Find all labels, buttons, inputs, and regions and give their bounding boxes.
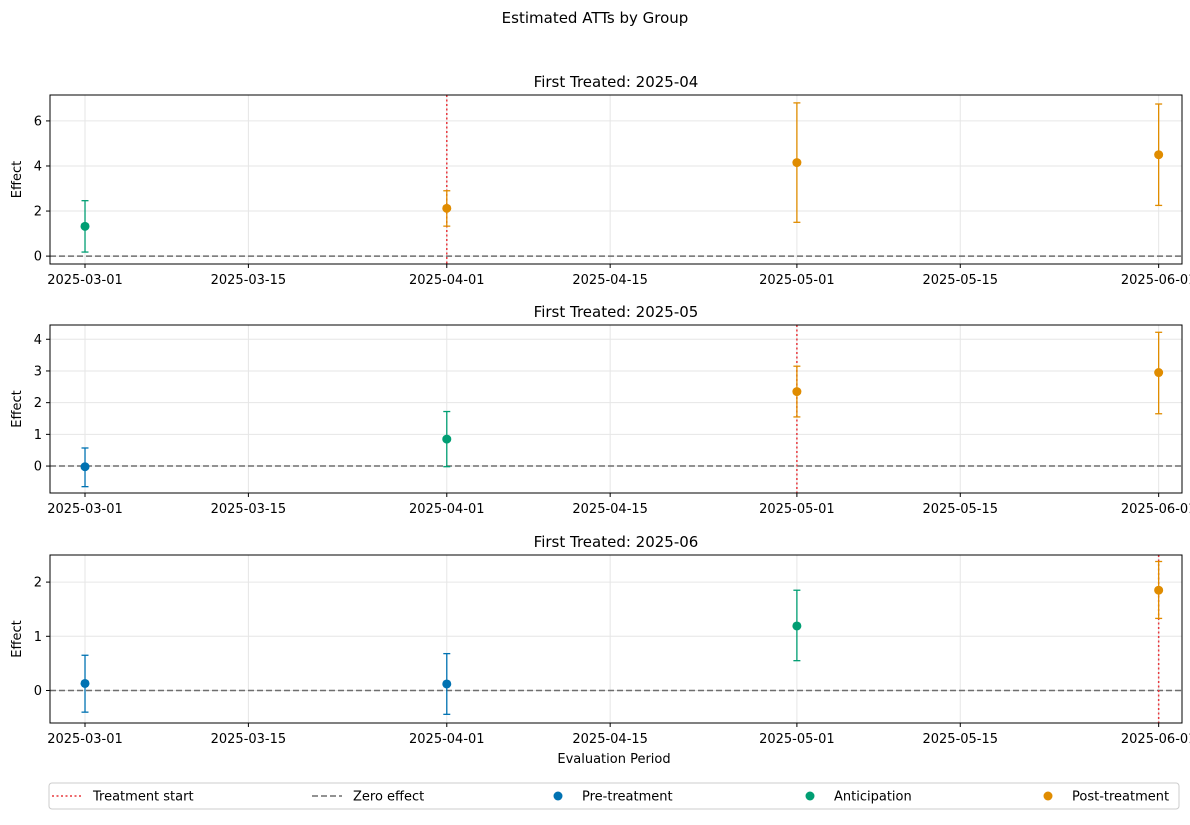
x-tick-label: 2025-05-01	[759, 273, 835, 288]
legend-item-treatment: Treatment start	[52, 790, 194, 805]
y-tick-label: 0	[34, 250, 42, 265]
data-point-post	[1154, 331, 1164, 415]
legend: Treatment start Zero effect Pre-treatment A…	[48, 782, 1180, 810]
x-tick-label: 2025-06-01	[1121, 732, 1190, 747]
panel-1: 2025-03-01 2025-03-15 2025-04-01 2025-04-15…	[10, 73, 1190, 288]
x-tick-label: 2025-06-01	[1121, 273, 1190, 288]
data-point-pre	[80, 654, 90, 713]
y-tick-label: 2	[34, 576, 42, 591]
y-tick-label: 0	[34, 684, 42, 699]
panel-title: First Treated: 2025-04	[534, 73, 699, 91]
x-tick-label: 2025-04-01	[409, 502, 485, 517]
y-axis-label: Effect	[10, 620, 25, 657]
panel-3: 2025-03-01 2025-03-15 2025-04-01 2025-04-15…	[10, 533, 1190, 747]
legend-label: Post-treatment	[1072, 790, 1169, 805]
point-marker	[80, 678, 90, 688]
legend-item-pre: Pre-treatment	[553, 790, 673, 805]
axes-frame	[49, 554, 1183, 724]
data-point-post	[1154, 103, 1164, 207]
x-axis-label: Evaluation Period	[557, 752, 670, 767]
x-tick-label: 2025-05-15	[922, 273, 998, 288]
y-tick-label: 2	[34, 205, 42, 220]
y-axis-label: Effect	[10, 390, 25, 427]
point-marker	[442, 679, 452, 689]
y-tick-label: 1	[34, 428, 42, 443]
x-tick-label: 2025-04-15	[572, 732, 648, 747]
legend-swatch	[805, 791, 815, 801]
point-marker	[792, 158, 802, 168]
y-tick-label: 1	[34, 630, 42, 645]
panel-title: First Treated: 2025-05	[534, 303, 699, 321]
panel-title: First Treated: 2025-06	[534, 533, 699, 551]
x-tick-label: 2025-03-15	[211, 502, 287, 517]
y-axis-label: Effect	[10, 161, 25, 198]
axes-frame	[49, 94, 1183, 265]
point-marker	[792, 387, 802, 397]
y-tick-label: 3	[34, 364, 42, 379]
data-point-post	[792, 102, 802, 223]
point-marker	[792, 621, 802, 631]
legend-label: Pre-treatment	[582, 790, 673, 805]
data-point-pre	[80, 447, 90, 488]
y-tick-label: 6	[34, 114, 42, 129]
point-marker	[1154, 585, 1164, 595]
legend-swatch	[1043, 791, 1053, 801]
y-tick-label: 0	[34, 460, 42, 475]
data-point-post	[442, 190, 452, 227]
x-tick-label: 2025-05-15	[922, 732, 998, 747]
axes-frame	[49, 324, 1183, 494]
x-tick-label: 2025-03-01	[47, 502, 123, 517]
x-tick-label: 2025-03-15	[211, 732, 287, 747]
point-marker	[442, 203, 452, 213]
point-marker	[80, 462, 90, 472]
x-tick-label: 2025-06-01	[1121, 502, 1190, 517]
x-tick-label: 2025-03-01	[47, 732, 123, 747]
x-tick-label: 2025-04-15	[572, 502, 648, 517]
x-tick-label: 2025-04-15	[572, 273, 648, 288]
data-point-pre	[442, 652, 452, 715]
data-point-post	[792, 365, 802, 418]
legend-item-post: Post-treatment	[1043, 790, 1169, 805]
legend-label: Anticipation	[834, 790, 912, 805]
point-marker	[80, 221, 90, 231]
point-marker	[1154, 150, 1164, 160]
x-tick-label: 2025-04-01	[409, 732, 485, 747]
panel-2: 2025-03-01 2025-03-15 2025-04-01 2025-04-15…	[10, 303, 1190, 517]
data-point-post	[1154, 560, 1164, 620]
y-tick-label: 2	[34, 396, 42, 411]
figure-title: Estimated ATTs by Group	[502, 9, 689, 27]
data-point-anticipation	[442, 410, 452, 468]
y-tick-label: 4	[34, 159, 42, 174]
data-point-anticipation	[792, 589, 802, 662]
legend-frame	[48, 782, 1180, 810]
panels: 2025-03-01 2025-03-15 2025-04-01 2025-04-15…	[10, 73, 1190, 747]
legend-swatch	[553, 791, 563, 801]
legend-label: Zero effect	[353, 790, 424, 805]
legend-item-anticipation: Anticipation	[805, 790, 912, 805]
legend-item-zero: Zero effect	[312, 790, 424, 805]
y-tick-label: 4	[34, 333, 42, 348]
x-tick-label: 2025-05-15	[922, 502, 998, 517]
legend-label: Treatment start	[92, 790, 194, 805]
x-tick-label: 2025-05-01	[759, 502, 835, 517]
point-marker	[1154, 368, 1164, 378]
data-point-anticipation	[80, 200, 90, 253]
x-tick-label: 2025-03-01	[47, 273, 123, 288]
point-marker	[442, 434, 452, 444]
x-tick-label: 2025-05-01	[759, 732, 835, 747]
x-tick-label: 2025-03-15	[211, 273, 287, 288]
x-tick-label: 2025-04-01	[409, 273, 485, 288]
